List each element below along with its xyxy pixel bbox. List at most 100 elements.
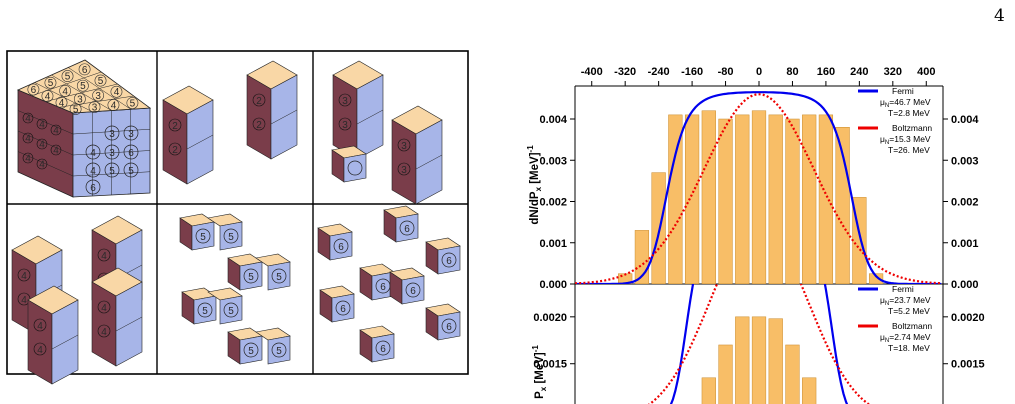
block-front-face: [343, 153, 367, 183]
digit-circle: [59, 84, 72, 97]
digit-circle: [252, 93, 266, 107]
digit-circle: [17, 268, 31, 282]
piece-2a: 22: [162, 85, 214, 185]
y-tick-label-right: 0.000: [951, 279, 979, 291]
digit-circle: [195, 228, 211, 244]
digit-circle: [104, 125, 120, 141]
piece-6f: 6: [319, 285, 355, 323]
piece-5b: 5: [207, 213, 243, 251]
legend-series-name: Boltzmann: [892, 321, 932, 331]
block-front-face: [329, 231, 353, 261]
face-grid-line: [17, 151, 74, 177]
cube-label: 4: [25, 113, 31, 124]
block-front-face: [331, 293, 355, 323]
cube-label: 4: [111, 100, 117, 111]
cube-label: 6: [90, 183, 96, 194]
block-front-face: [219, 221, 243, 251]
cube-label: 5: [128, 166, 134, 177]
digit-circle: [50, 144, 62, 156]
cube-label: 4: [21, 271, 27, 282]
legend-temperature: T=2.8 MeV: [888, 108, 930, 118]
digit-circle: [104, 162, 120, 178]
histogram-bar: [735, 316, 750, 404]
cube-label: 3: [128, 129, 134, 140]
cube-label: 4: [25, 153, 31, 164]
histogram-bar: [818, 114, 834, 284]
histogram-bar: [785, 118, 800, 284]
histogram-bar: [718, 344, 733, 404]
y-tick-label-left: 0.002: [539, 197, 567, 209]
piece-6h: 6: [359, 325, 395, 363]
cube-label: 6: [380, 282, 386, 293]
y-tick-label-right: 0.002: [951, 197, 979, 209]
piece-5d: 5: [255, 253, 291, 291]
face-grid-line: [115, 316, 143, 332]
digit-circle: [397, 138, 411, 152]
face-grid-line: [17, 130, 74, 156]
histogram-bar: [735, 114, 750, 284]
y-tick-label-right: 0.001: [951, 238, 979, 250]
cube-label: 3: [92, 102, 98, 113]
page-number: 4: [994, 6, 1005, 26]
y-tick-label-right: 0.0015: [951, 359, 985, 371]
chart-panel-1: 0.000 0.000 0.001 0.001 0.002 0.002 0.003 0.003…: [526, 86, 979, 291]
x-tick-label: -80: [718, 66, 734, 78]
face-grid-line: [68, 67, 131, 110]
y-tick-label-right: 0.004: [951, 114, 979, 126]
digit-circle: [85, 162, 101, 178]
digit-circle: [88, 101, 101, 113]
y-tick-label-left: 0.001: [539, 238, 567, 250]
cube-label: 6: [446, 322, 452, 333]
digit-circle: [104, 144, 120, 160]
digit-circle: [85, 144, 101, 160]
cube-label: 3: [401, 141, 407, 152]
block-front-face: [219, 295, 243, 325]
digit-circle: [22, 152, 34, 164]
plot-area: [647, 284, 871, 404]
cube-label: 5: [48, 78, 54, 89]
face-grid-line: [270, 109, 298, 125]
cube-label: 5: [248, 272, 254, 283]
digit-circle: [44, 76, 57, 89]
x-tick-label: -160: [681, 66, 703, 78]
piece-3c: [331, 145, 367, 183]
piece-5a: 5: [179, 213, 215, 251]
y-tick-label-left: 0.0015: [533, 359, 567, 371]
piece-4d: 44: [91, 267, 143, 367]
cube-label: 5: [73, 105, 79, 116]
digit-circle: [399, 220, 415, 236]
digit-circle: [41, 90, 54, 102]
cube-label: 6: [128, 148, 134, 159]
digit-circle: [197, 302, 213, 318]
x-tick-label: 0: [756, 66, 762, 78]
histogram-bar: [802, 114, 817, 284]
digit-circle: [73, 93, 86, 105]
legend-temperature: T=18. MeV: [888, 343, 930, 353]
digit-circle: [347, 160, 363, 176]
digit-circle: [27, 83, 40, 96]
block-front-face: [239, 335, 263, 365]
top-x-axis: -400 -320 -240 -160 -80 0 80 160 240 320 400: [575, 66, 943, 87]
cube-label: 6: [404, 224, 410, 235]
histogram-bar: [701, 110, 716, 284]
cube-label: 5: [109, 166, 115, 177]
face-grid-line: [72, 171, 151, 177]
face-grid-line: [415, 154, 443, 170]
y-axis-label: dN/dPx [MeV]-1: [526, 145, 543, 225]
x-tick-label: 160: [817, 66, 835, 78]
cube-label: 5: [200, 232, 206, 243]
cube-label: 4: [53, 125, 59, 136]
legend-temperature: T=5.2 MeV: [888, 306, 930, 316]
digit-circle: [69, 103, 82, 116]
face-grid-line: [17, 110, 74, 135]
cube-label: 5: [65, 71, 71, 82]
block-front-face: [239, 261, 263, 291]
histogram-bar: [768, 318, 783, 404]
x-tick-label: 240: [850, 66, 868, 78]
digit-circle: [441, 252, 457, 268]
cube-label: 4: [39, 119, 45, 130]
